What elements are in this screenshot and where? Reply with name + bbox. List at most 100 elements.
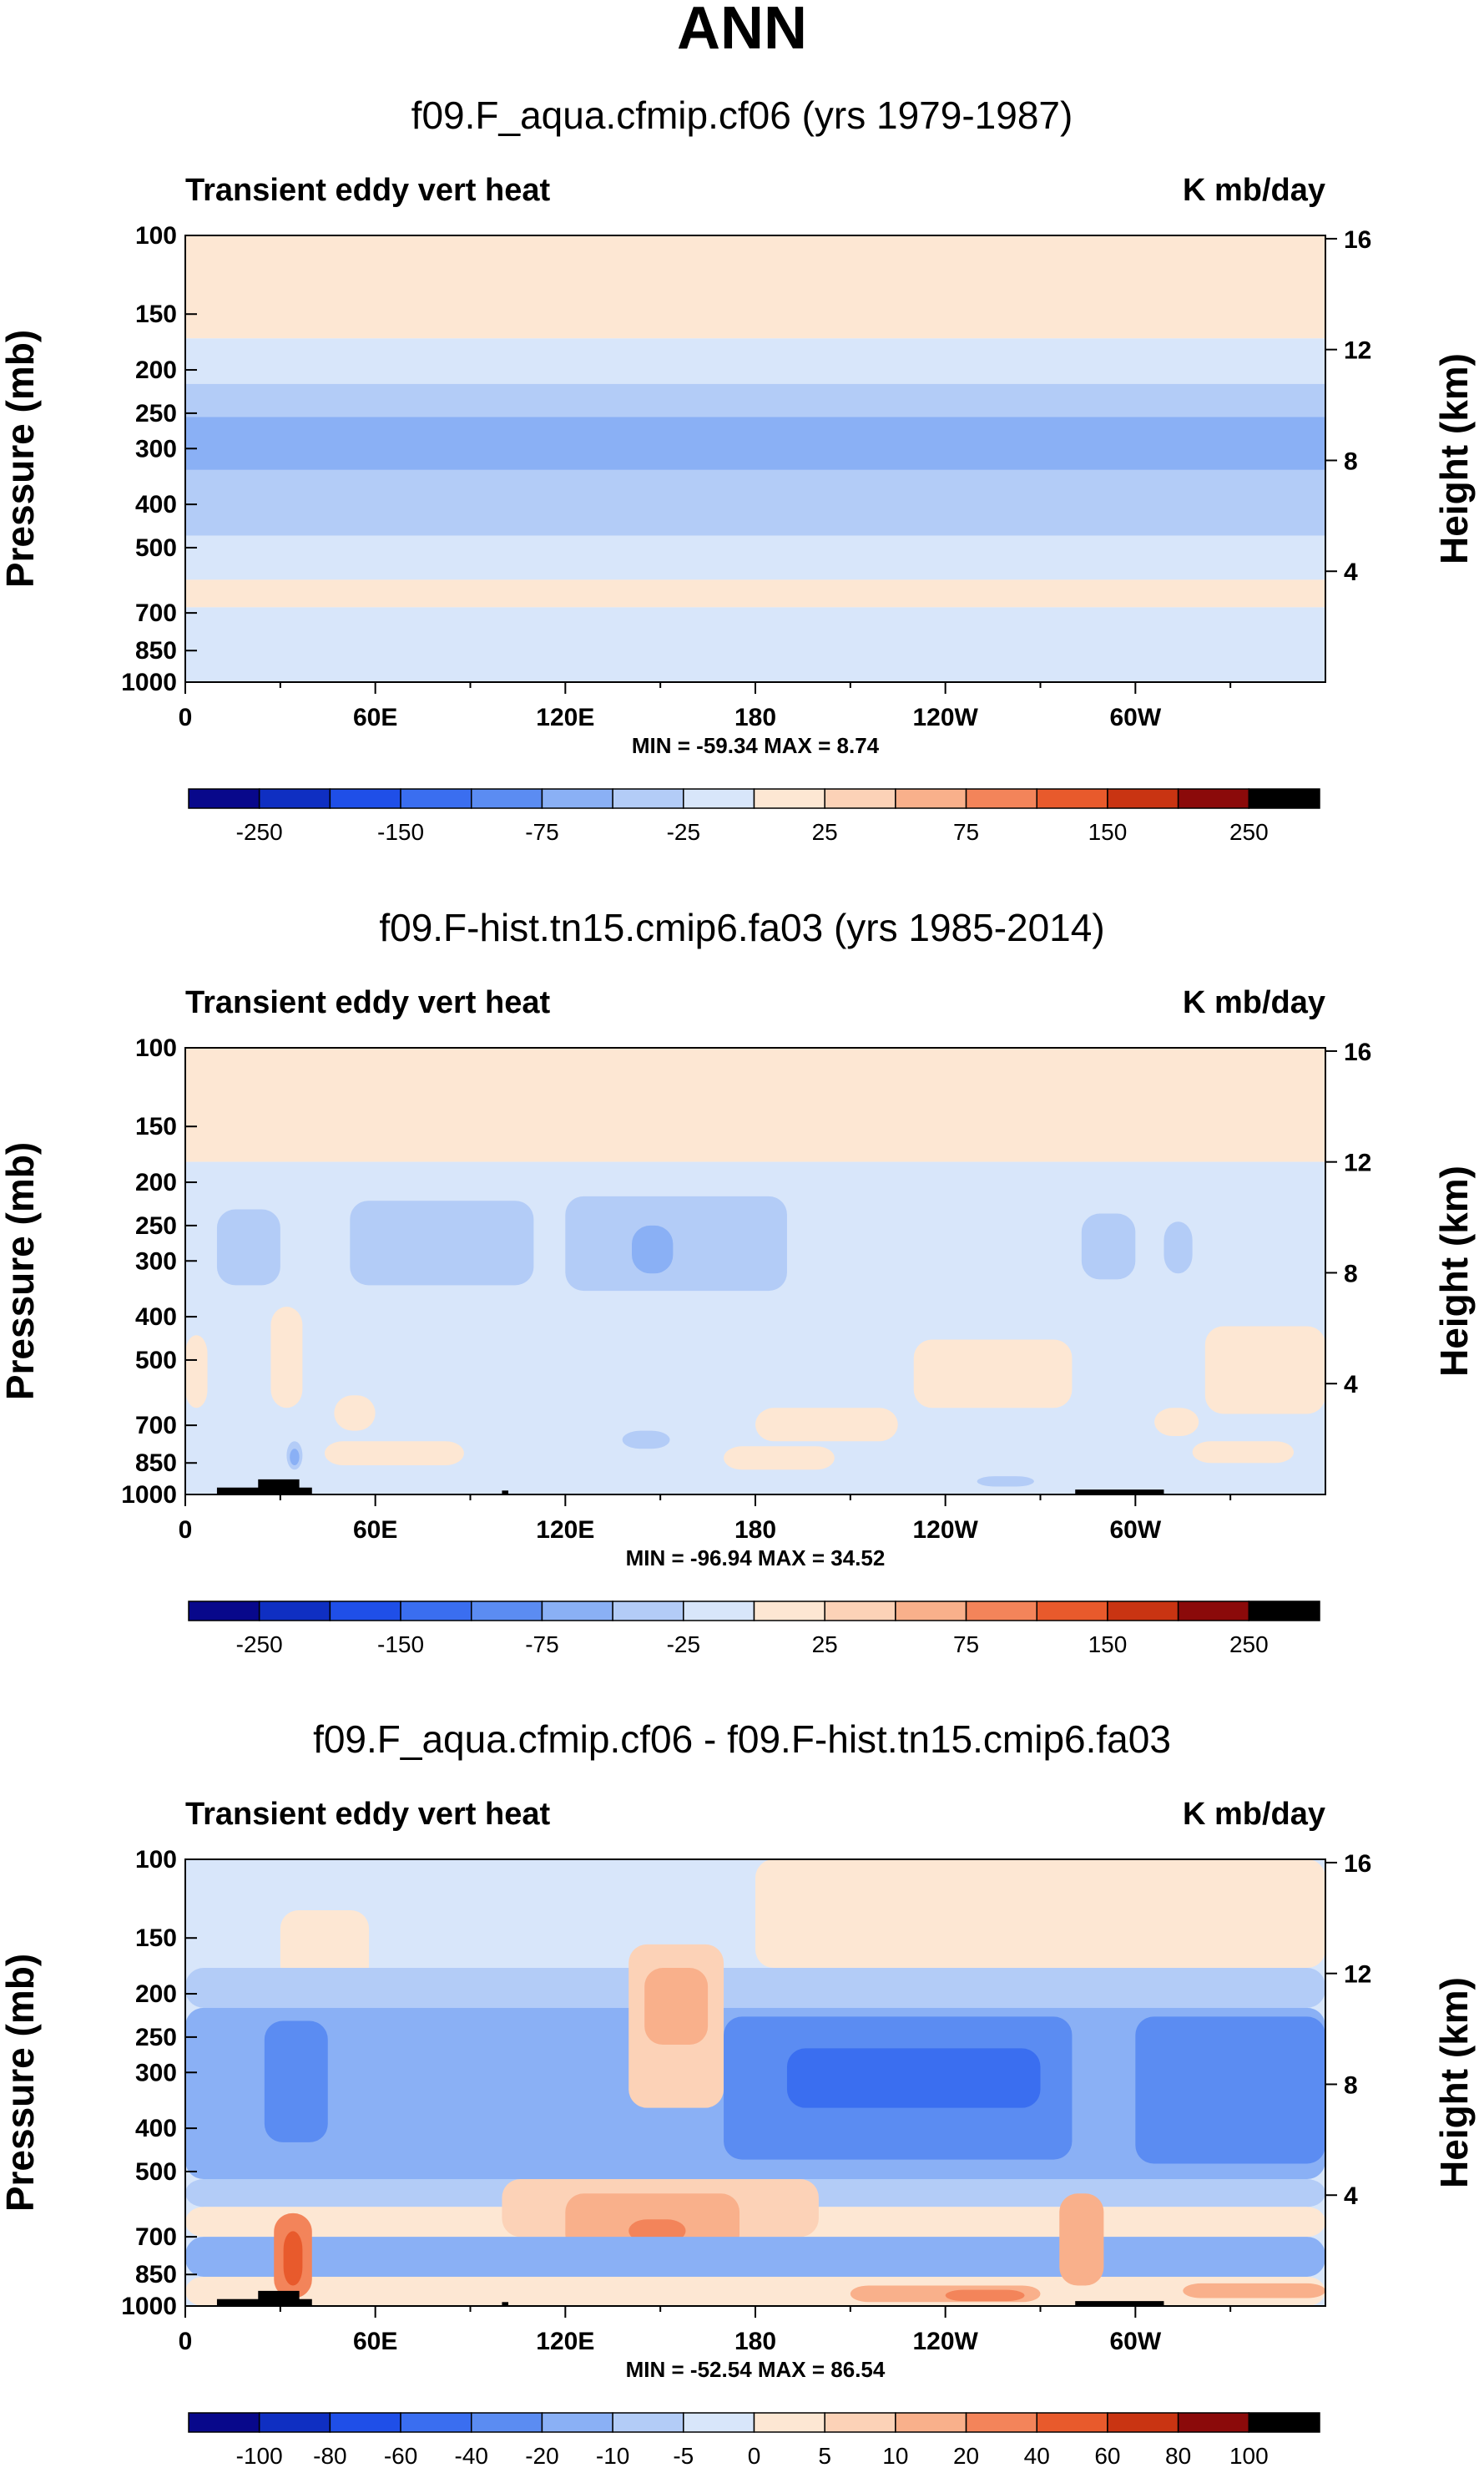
terrain-mask [258, 2290, 300, 2306]
contour-region [1135, 2016, 1325, 2164]
left-label: Transient eddy vert heat [185, 1797, 550, 1832]
colorbar-label: -250 [236, 819, 283, 845]
contour-region [786, 2048, 1041, 2108]
colorbar-box [188, 2412, 260, 2433]
colorbar-label: 75 [953, 1631, 979, 1657]
y-tick-label: 150 [135, 1113, 177, 1140]
chart-panel-2: f09.F-hist.tn15.cmip6.fa03 (yrs 1985-201… [0, 906, 1476, 1657]
contour-region [622, 1430, 670, 1449]
y-tick-label: 200 [135, 1169, 177, 1196]
y-tick-label: 300 [135, 2059, 177, 2086]
y-tick-label: 200 [135, 357, 177, 384]
colorbar-box [541, 1601, 613, 1621]
y-tick-label: 400 [135, 491, 177, 518]
contour-region [755, 1859, 1325, 1969]
colorbar-box [1107, 1601, 1179, 1621]
contour-region [1204, 1326, 1325, 1414]
colorbar-label: -250 [236, 1631, 283, 1657]
y-tick-label: 150 [135, 1924, 177, 1952]
colorbar-box [258, 1601, 331, 1621]
colorbar-box [612, 1601, 684, 1621]
panels-group: f09.F_aqua.cfmip.cf06 (yrs 1979-1987) Tra… [0, 94, 1476, 2469]
colorbar-box [1177, 1601, 1250, 1621]
contour-region [185, 579, 1325, 608]
panel-title: f09.F-hist.tn15.cmip6.fa03 (yrs 1985-201… [379, 906, 1104, 949]
terrain-mask [1075, 1489, 1164, 1494]
colorbar: -250 -150 -75 -25 25 75 150 250 [188, 1601, 1320, 1657]
colorbar-label: -25 [667, 819, 700, 845]
colorbar-box [188, 788, 260, 809]
colorbar-box [824, 2412, 896, 2433]
y-right-tick-label: 8 [1344, 1260, 1358, 1287]
y-tick-label: 500 [135, 1347, 177, 1374]
min-max-label: MIN = -59.34 MAX = 8.74 [632, 733, 880, 758]
colorbar: -250 -150 -75 -25 25 75 150 250 [188, 788, 1320, 845]
colorbar-box [471, 788, 543, 809]
colorbar-label: 20 [953, 2443, 979, 2469]
colorbar-label: 150 [1088, 1631, 1128, 1657]
y-tick-label: 300 [135, 435, 177, 463]
y-tick-label: 850 [135, 637, 177, 665]
colorbar-label: 5 [818, 2443, 831, 2469]
contour-region [185, 2276, 1325, 2306]
contour-region [280, 1909, 370, 1985]
y-tick-label: 100 [135, 222, 177, 250]
colorbar-box [895, 1601, 967, 1621]
x-tick-label: 120W [912, 2328, 978, 2355]
units-label: K mb/day [1183, 1797, 1325, 1832]
x-tick-label: 120E [536, 704, 594, 731]
colorbar-box [1248, 1601, 1320, 1621]
contour-region [1192, 1441, 1295, 1464]
colorbar-box [1036, 1601, 1108, 1621]
contour-region [324, 1441, 464, 1465]
y-tick-label: 100 [135, 1034, 177, 1062]
colorbar-box [1107, 788, 1179, 809]
colorbar-box [753, 788, 825, 809]
x-tick-label: 180 [734, 704, 776, 731]
contour-field [185, 235, 1325, 682]
x-tick-label: 60E [353, 704, 397, 731]
y-tick-label: 200 [135, 1980, 177, 2008]
terrain-mask [502, 1490, 509, 1494]
colorbar-box [824, 788, 896, 809]
terrain-mask [502, 2302, 509, 2306]
contour-region [334, 1395, 376, 1431]
y-tick-label: 100 [135, 1846, 177, 1874]
contour-region [1059, 2193, 1104, 2286]
x-tick-label: 120E [536, 1516, 594, 1544]
x-tick-label: 120W [912, 704, 978, 731]
colorbar-label: -150 [377, 1631, 424, 1657]
y-tick-label: 700 [135, 599, 177, 627]
y-right-tick-label: 4 [1344, 559, 1358, 586]
contour-region [290, 1449, 300, 1465]
colorbar-label: 250 [1229, 819, 1269, 845]
contour-region [185, 469, 1325, 536]
colorbar-label: -20 [525, 2443, 558, 2469]
y-tick-label: 700 [135, 1412, 177, 1439]
contour-region [1081, 1213, 1136, 1280]
contour-region [632, 1225, 674, 1274]
y-tick-label: 250 [135, 1212, 177, 1240]
colorbar-box [1248, 2412, 1320, 2433]
colorbar-box [1177, 2412, 1250, 2433]
y-tick-label: 700 [135, 2223, 177, 2251]
y-tick-label: 1000 [121, 669, 177, 696]
colorbar-box [1107, 2412, 1179, 2433]
contour-field [185, 1859, 1325, 2306]
y-tick-label: 250 [135, 2024, 177, 2051]
x-tick-label: 180 [734, 2328, 776, 2355]
x-tick-label: 180 [734, 1516, 776, 1544]
y-right-tick-label: 12 [1344, 1961, 1371, 1989]
colorbar-box [824, 1601, 896, 1621]
y-tick-label: 250 [135, 400, 177, 427]
y-right-tick-label: 4 [1344, 1371, 1358, 1398]
x-tick-label: 120E [536, 2328, 594, 2355]
colorbar-box [612, 2412, 684, 2433]
contour-region [283, 2231, 303, 2286]
colorbar-box [1177, 788, 1250, 809]
y-tick-label: 850 [135, 1449, 177, 1477]
contour-region [185, 338, 1325, 384]
figure-title: ANN [677, 0, 807, 62]
colorbar-label: -100 [236, 2443, 283, 2469]
colorbar-label: 60 [1094, 2443, 1120, 2469]
